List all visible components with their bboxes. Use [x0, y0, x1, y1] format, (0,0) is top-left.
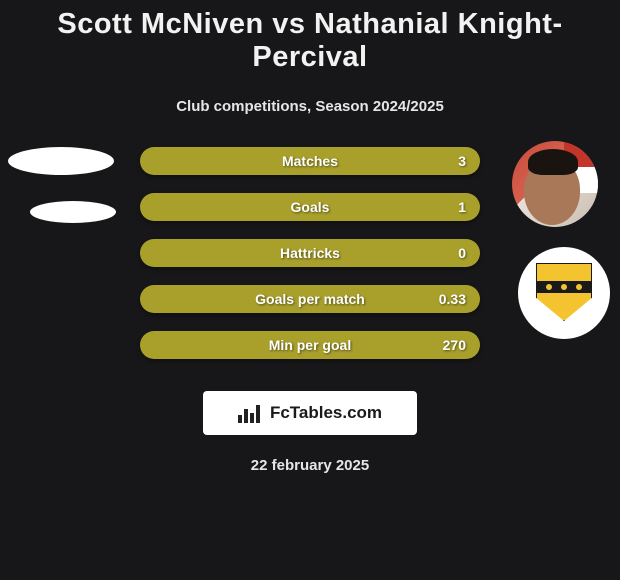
stat-label: Goals per match	[255, 291, 365, 307]
brand-name: FcTables.com	[270, 403, 382, 423]
brand-badge[interactable]: FcTables.com	[203, 391, 417, 435]
stat-bar-matches: Matches 3	[140, 147, 480, 175]
stat-bar-goals-per-match: Goals per match 0.33	[140, 285, 480, 313]
stat-bar-min-per-goal: Min per goal 270	[140, 331, 480, 359]
stat-right-value: 0.33	[439, 291, 466, 307]
subtitle: Club competitions, Season 2024/2025	[0, 98, 620, 115]
stat-right-value: 3	[458, 153, 466, 169]
stat-bars: Matches 3 Goals 1 Hattricks 0 Goals per …	[140, 147, 480, 377]
left-player-placeholder	[8, 147, 128, 249]
stat-label: Matches	[282, 153, 338, 169]
stat-right-value: 0	[458, 245, 466, 261]
placeholder-ellipse	[8, 147, 114, 175]
stat-label: Hattricks	[280, 245, 340, 261]
page-title: Scott McNiven vs Nathanial Knight-Perciv…	[0, 0, 620, 74]
stat-right-value: 270	[443, 337, 466, 353]
right-player-avatars	[508, 141, 610, 339]
stat-bar-goals: Goals 1	[140, 193, 480, 221]
comparison-panel: Matches 3 Goals 1 Hattricks 0 Goals per …	[0, 147, 620, 367]
date-text: 22 february 2025	[0, 457, 620, 474]
stat-right-value: 1	[458, 199, 466, 215]
player-photo-avatar	[512, 141, 598, 227]
crest-icon	[536, 261, 592, 325]
bar-chart-icon	[238, 403, 264, 423]
placeholder-ellipse	[30, 201, 116, 223]
stat-label: Goals	[291, 199, 330, 215]
club-crest-avatar	[518, 247, 610, 339]
stat-bar-hattricks: Hattricks 0	[140, 239, 480, 267]
stat-label: Min per goal	[269, 337, 351, 353]
